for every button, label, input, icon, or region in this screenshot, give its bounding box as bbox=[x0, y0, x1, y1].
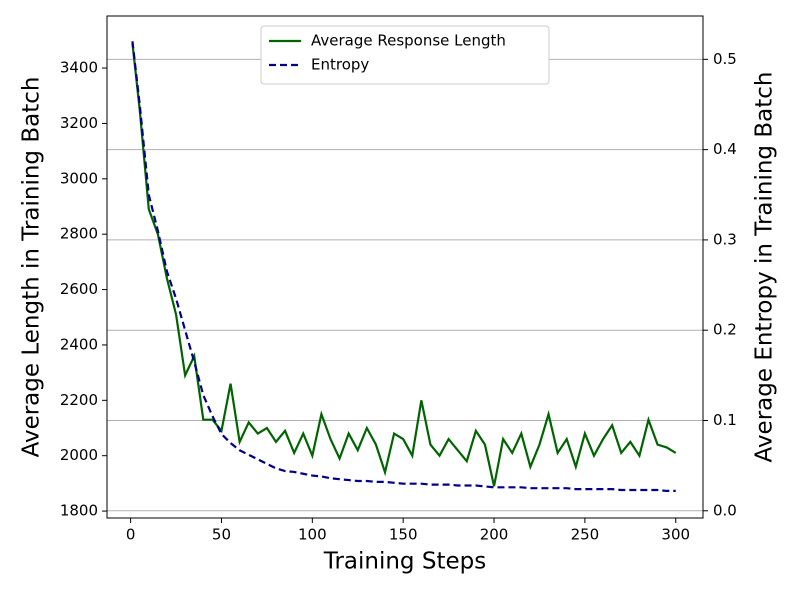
y-tick-label: 2200 bbox=[60, 391, 98, 409]
legend-box bbox=[260, 25, 550, 85]
y-tick-label: 2400 bbox=[60, 335, 98, 353]
x-tick-label: 250 bbox=[571, 526, 600, 544]
y-tick-label: 3400 bbox=[60, 59, 98, 77]
plot-frame bbox=[106, 15, 704, 519]
y2-tick-label: 0.2 bbox=[713, 321, 737, 339]
y-tick-label: 2000 bbox=[60, 446, 98, 464]
y2-tick-label: 0.1 bbox=[713, 411, 737, 429]
x-tick-label: 50 bbox=[212, 526, 231, 544]
x-tick-label: 200 bbox=[480, 526, 509, 544]
x-tick-label: 100 bbox=[298, 526, 327, 544]
x-tick-label: 150 bbox=[389, 526, 418, 544]
y-tick-label: 2600 bbox=[60, 280, 98, 298]
y-axis-label: Average Length in Training Batch bbox=[19, 77, 45, 458]
series-line bbox=[131, 43, 677, 487]
y-tick-label: 1800 bbox=[60, 502, 98, 520]
x-axis-label: Training Steps bbox=[323, 549, 486, 575]
y2-tick-label: 0.3 bbox=[713, 230, 737, 248]
legend-label: Average Response Length bbox=[311, 32, 506, 50]
x-tick-label: 300 bbox=[661, 526, 690, 544]
y2-axis-label: Average Entropy in Training Batch bbox=[752, 72, 778, 463]
y-tick-label: 3000 bbox=[60, 169, 98, 187]
y2-tick-label: 0.4 bbox=[713, 140, 737, 158]
series-line bbox=[131, 41, 676, 493]
y-tick-label: 2800 bbox=[60, 225, 98, 243]
y2-tick-label: 0.5 bbox=[713, 50, 737, 68]
legend-label: Entropy bbox=[311, 56, 369, 74]
x-tick-label: 0 bbox=[126, 526, 136, 544]
y2-tick-label: 0.0 bbox=[713, 501, 737, 519]
y-tick-label: 3200 bbox=[60, 114, 98, 132]
